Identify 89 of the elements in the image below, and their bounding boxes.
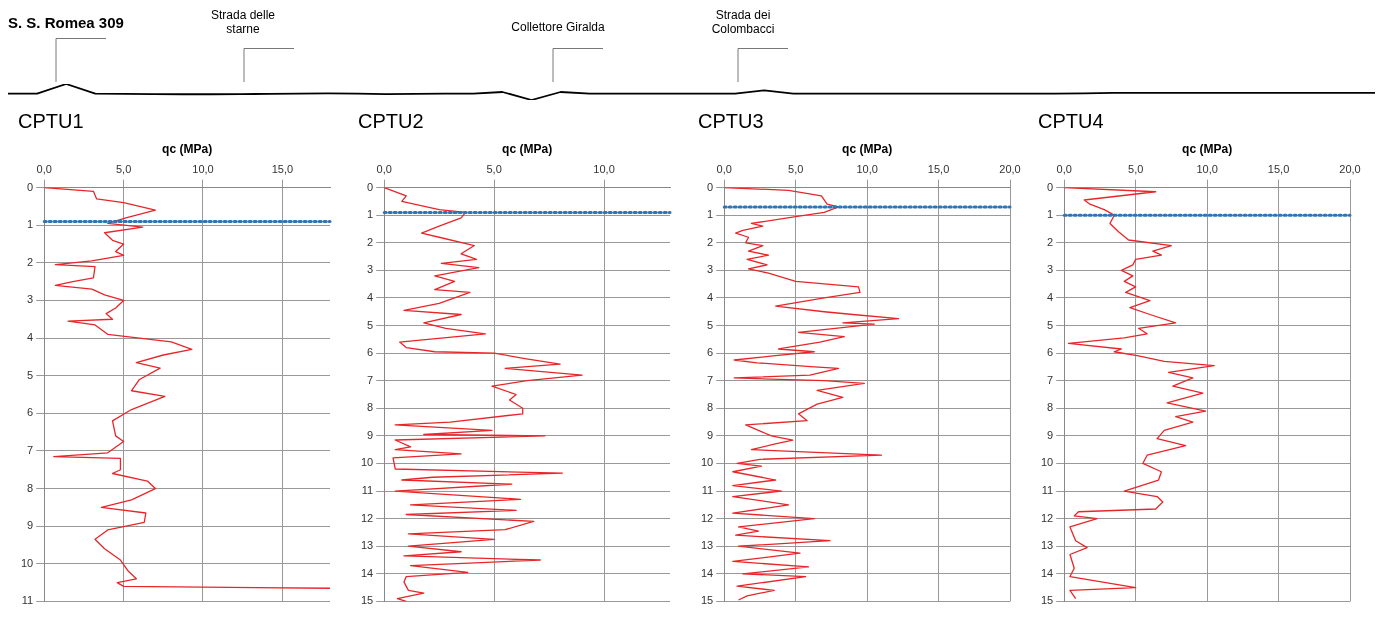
text: Strada dei Colombacci xyxy=(710,8,776,36)
x-tick-label: 15,0 xyxy=(1267,163,1290,176)
y-tick-label: 8 xyxy=(707,401,714,414)
y-tick-label: 2 xyxy=(1047,235,1054,248)
y-tick-label: 5 xyxy=(707,318,714,331)
x-axis-title: qc (MPa) xyxy=(502,141,553,156)
x-tick-label: 5,0 xyxy=(788,163,804,176)
y-tick-label: 6 xyxy=(27,406,34,419)
y-tick-label: 0 xyxy=(367,180,374,193)
chart-title: CPTU2 xyxy=(358,109,424,132)
y-tick-label: 14 xyxy=(1040,566,1054,579)
y-tick-label: 3 xyxy=(1047,263,1054,276)
y-tick-label: 10 xyxy=(1040,456,1054,469)
y-tick-label: 12 xyxy=(360,511,374,524)
y-tick-label: 14 xyxy=(700,566,714,579)
x-axis-title: qc (MPa) xyxy=(162,141,213,156)
y-tick-label: 3 xyxy=(27,293,34,306)
y-tick-label: 7 xyxy=(27,443,34,456)
x-tick-label: 10,0 xyxy=(856,163,878,176)
x-tick-label: 10,0 xyxy=(192,163,214,176)
y-tick-label: 5 xyxy=(367,318,374,331)
x-tick-label: 0,0 xyxy=(1056,163,1072,176)
chart-title: CPTU4 xyxy=(1038,109,1104,132)
y-tick-label: 8 xyxy=(1047,401,1054,414)
chart-title: CPTU3 xyxy=(698,109,764,132)
y-tick-label: 4 xyxy=(1047,290,1054,303)
x-tick-label: 15,0 xyxy=(927,163,950,176)
x-tick-label: 0,0 xyxy=(376,163,392,176)
text: S. S. Romea 309 xyxy=(8,14,125,31)
y-tick-label: 7 xyxy=(1047,373,1054,386)
y-tick-label: 5 xyxy=(27,368,34,381)
y-tick-label: 7 xyxy=(707,373,714,386)
y-tick-label: 6 xyxy=(707,346,714,359)
y-tick-label: 1 xyxy=(27,218,34,231)
y-tick-label: 4 xyxy=(367,290,374,303)
y-tick-label: 7 xyxy=(367,373,374,386)
y-tick-label: 13 xyxy=(360,539,374,552)
y-tick-label: 11 xyxy=(701,484,714,497)
y-tick-label: 1 xyxy=(707,208,714,221)
y-tick-label: 6 xyxy=(1047,346,1054,359)
y-tick-label: 11 xyxy=(1041,484,1054,497)
x-axis-title: qc (MPa) xyxy=(842,141,893,156)
x-tick-label: 10,0 xyxy=(1196,163,1218,176)
x-tick-label: 5,0 xyxy=(486,163,502,176)
y-tick-label: 10 xyxy=(360,456,374,469)
y-tick-label: 3 xyxy=(707,263,714,276)
text: Strada delle starne xyxy=(209,8,276,36)
y-tick-label: 3 xyxy=(367,263,374,276)
text: Collettore Giralda xyxy=(510,20,606,34)
x-tick-label: 20,0 xyxy=(1339,163,1361,176)
y-tick-label: 12 xyxy=(700,511,714,524)
y-tick-label: 0 xyxy=(27,180,34,193)
y-tick-label: 15 xyxy=(360,594,374,607)
y-tick-label: 0 xyxy=(707,180,714,193)
y-tick-label: 0 xyxy=(1047,180,1054,193)
x-tick-label: 5,0 xyxy=(115,163,132,176)
x-tick-label: 0,0 xyxy=(716,163,732,176)
y-tick-label: 4 xyxy=(707,290,714,303)
y-tick-label: 13 xyxy=(1040,539,1054,552)
x-tick-label: 20,0 xyxy=(999,163,1021,176)
y-tick-label: 8 xyxy=(367,401,374,414)
x-axis-title: qc (MPa) xyxy=(1182,141,1233,156)
y-tick-label: 2 xyxy=(27,255,34,268)
y-tick-label: 15 xyxy=(1040,594,1054,607)
y-tick-label: 2 xyxy=(367,235,374,248)
y-tick-label: 11 xyxy=(21,594,34,607)
x-tick-label: 0,0 xyxy=(36,163,52,176)
y-tick-label: 6 xyxy=(367,346,374,359)
y-tick-label: 15 xyxy=(700,594,714,607)
y-tick-label: 9 xyxy=(27,519,34,532)
y-tick-label: 4 xyxy=(27,331,34,344)
y-tick-label: 9 xyxy=(707,428,714,441)
y-tick-label: 8 xyxy=(27,481,34,494)
y-tick-label: 13 xyxy=(700,539,714,552)
x-tick-label: 15,0 xyxy=(271,163,294,176)
y-tick-label: 5 xyxy=(1047,318,1054,331)
y-tick-label: 12 xyxy=(1040,511,1054,524)
y-tick-label: 10 xyxy=(20,556,34,569)
y-tick-label: 2 xyxy=(707,235,714,248)
y-tick-label: 14 xyxy=(360,566,374,579)
x-tick-label: 10,0 xyxy=(593,163,615,176)
y-tick-label: 1 xyxy=(1047,208,1054,221)
y-tick-label: 9 xyxy=(1047,428,1054,441)
y-tick-label: 10 xyxy=(700,456,714,469)
y-tick-label: 9 xyxy=(367,428,374,441)
x-tick-label: 5,0 xyxy=(1128,163,1144,176)
y-tick-label: 11 xyxy=(361,484,374,497)
chart-title: CPTU1 xyxy=(18,109,84,132)
y-tick-label: 1 xyxy=(367,208,374,221)
